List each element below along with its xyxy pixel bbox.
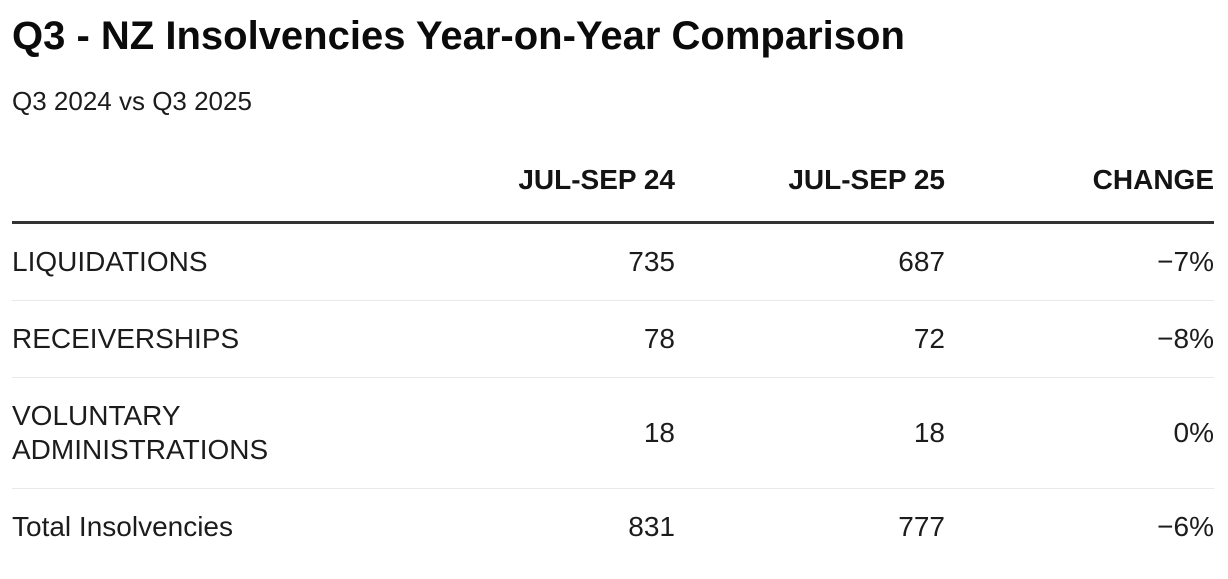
page: Q3 - NZ Insolvencies Year-on-Year Compar… xyxy=(12,14,1214,565)
table-row-total-insolvencies: Total Insolvencies 831 777 −6% xyxy=(12,489,1214,566)
column-header-jul-sep-24: JUL-SEP 24 xyxy=(412,163,675,224)
table-row-liquidations: LIQUIDATIONS 735 687 −7% xyxy=(12,222,1214,301)
value-change: −6% xyxy=(1157,511,1214,543)
row-label: RECEIVERSHIPS xyxy=(12,300,412,379)
row-label: VOLUNTARY ADMINISTRATIONS xyxy=(12,377,412,490)
value-change: −7% xyxy=(945,222,1214,301)
value-jul-sep-24: 735 xyxy=(412,222,675,301)
table-row-receiverships: RECEIVERSHIPS 78 72 −8% xyxy=(12,300,1214,379)
row-label: Total Insolvencies xyxy=(12,511,234,543)
column-header-change: CHANGE xyxy=(945,163,1214,224)
insolvencies-comparison-table: JUL-SEP 24 JUL-SEP 25 CHANGE LIQUIDATION… xyxy=(12,163,1214,565)
value-jul-sep-25: 777 xyxy=(898,511,945,543)
table-header-row: JUL-SEP 24 JUL-SEP 25 CHANGE xyxy=(12,163,1214,224)
value-jul-sep-24: 78 xyxy=(412,300,675,379)
value-jul-sep-24: 831 xyxy=(628,511,675,543)
value-jul-sep-25: 687 xyxy=(675,222,945,301)
page-subtitle: Q3 2024 vs Q3 2025 xyxy=(12,86,252,116)
value-change: −8% xyxy=(945,300,1214,379)
value-jul-sep-25: 18 xyxy=(675,377,945,490)
table-row-voluntary-administrations: VOLUNTARY ADMINISTRATIONS 18 18 0% xyxy=(12,377,1214,490)
column-header-category xyxy=(12,163,412,224)
value-change: 0% xyxy=(945,377,1214,490)
value-jul-sep-25: 72 xyxy=(675,300,945,379)
page-title: Q3 - NZ Insolvencies Year-on-Year Compar… xyxy=(12,14,905,58)
column-header-jul-sep-25: JUL-SEP 25 xyxy=(675,163,945,224)
value-jul-sep-24: 18 xyxy=(412,377,675,490)
row-label: LIQUIDATIONS xyxy=(12,222,412,301)
